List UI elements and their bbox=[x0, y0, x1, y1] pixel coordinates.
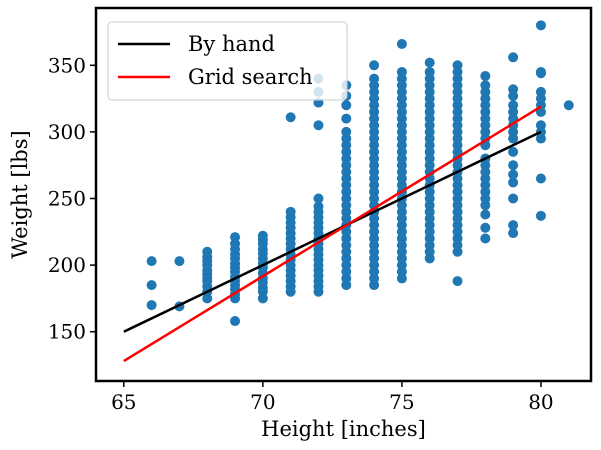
data-point bbox=[424, 57, 435, 68]
data-point bbox=[535, 86, 546, 97]
y-tick-label: 300 bbox=[48, 120, 86, 144]
data-point bbox=[508, 228, 519, 239]
y-tick-label: 200 bbox=[48, 253, 86, 277]
x-axis-label: Height [inches] bbox=[261, 417, 426, 441]
data-point bbox=[424, 66, 435, 77]
data-point bbox=[341, 126, 352, 137]
x-axis-ticks: 65 70 75 80 bbox=[111, 381, 554, 414]
x-tick-label: 75 bbox=[389, 390, 414, 414]
data-point bbox=[480, 209, 491, 220]
data-point bbox=[230, 232, 241, 243]
data-point bbox=[313, 201, 324, 212]
fit-lines bbox=[123, 105, 542, 363]
data-point bbox=[230, 316, 241, 327]
data-point bbox=[202, 246, 213, 257]
data-point bbox=[480, 80, 491, 91]
data-point bbox=[285, 206, 296, 217]
data-point bbox=[508, 220, 519, 231]
y-tick-label: 350 bbox=[48, 53, 86, 77]
data-point bbox=[535, 20, 546, 31]
data-point bbox=[508, 84, 519, 95]
legend-label-by-hand: By hand bbox=[188, 32, 275, 56]
data-point bbox=[480, 222, 491, 233]
data-point bbox=[369, 60, 380, 71]
data-point bbox=[369, 73, 380, 84]
data-point bbox=[313, 193, 324, 204]
y-axis-label: Weight [lbs] bbox=[8, 130, 32, 258]
legend: By hand Grid search bbox=[107, 21, 348, 101]
y-tick-label: 150 bbox=[48, 320, 86, 344]
data-point bbox=[396, 38, 407, 49]
data-point bbox=[174, 256, 185, 267]
y-axis-ticks: 150 200 250 300 350 bbox=[48, 53, 96, 344]
data-point bbox=[257, 230, 268, 241]
data-point bbox=[508, 100, 519, 111]
data-point bbox=[535, 66, 546, 77]
data-point bbox=[452, 276, 463, 287]
data-point bbox=[452, 60, 463, 71]
data-point bbox=[146, 300, 157, 311]
x-tick-label: 80 bbox=[528, 390, 553, 414]
data-point bbox=[508, 146, 519, 157]
data-point bbox=[508, 193, 519, 204]
x-tick-label: 65 bbox=[111, 390, 136, 414]
data-point bbox=[535, 210, 546, 221]
data-point bbox=[341, 100, 352, 111]
by-hand-line bbox=[123, 130, 542, 333]
data-point bbox=[313, 120, 324, 131]
data-point bbox=[535, 173, 546, 184]
data-point bbox=[146, 280, 157, 291]
data-point bbox=[508, 169, 519, 180]
data-point bbox=[508, 177, 519, 188]
data-point bbox=[396, 66, 407, 77]
axes-frame bbox=[94, 6, 593, 383]
data-point bbox=[508, 52, 519, 63]
data-point bbox=[341, 113, 352, 124]
data-point bbox=[535, 120, 546, 131]
y-tick-label: 250 bbox=[48, 186, 86, 210]
data-point bbox=[563, 100, 574, 111]
data-point bbox=[146, 256, 157, 267]
legend-label-grid-search: Grid search bbox=[188, 65, 313, 89]
data-point bbox=[285, 112, 296, 123]
data-point bbox=[508, 160, 519, 171]
data-point bbox=[480, 70, 491, 81]
data-point bbox=[480, 233, 491, 244]
x-tick-label: 70 bbox=[250, 390, 275, 414]
legend-box bbox=[107, 21, 348, 101]
grid-search-line bbox=[123, 105, 542, 363]
